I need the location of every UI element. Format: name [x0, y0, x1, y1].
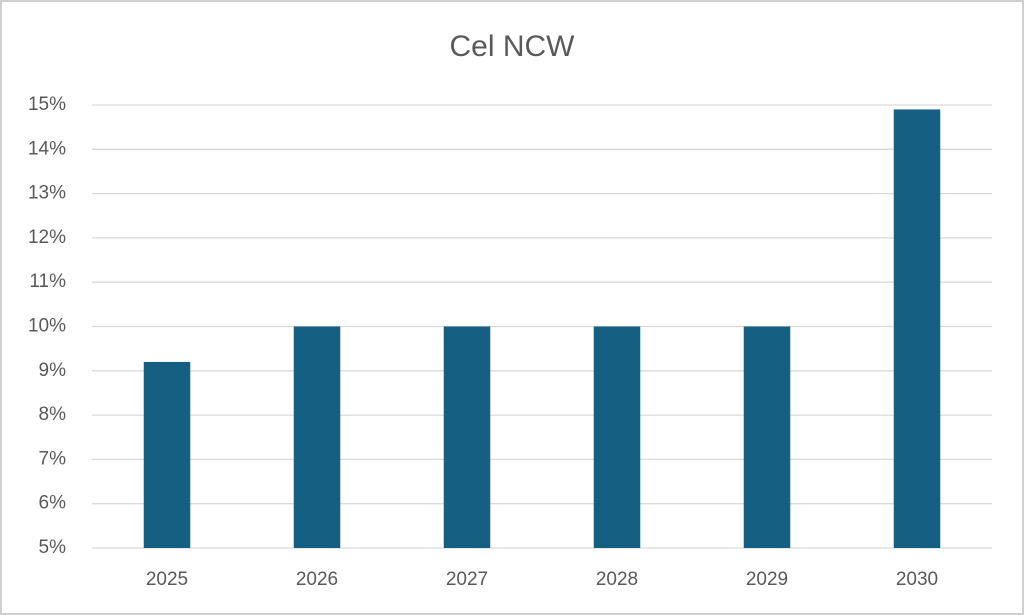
x-tick-label: 2029 — [746, 569, 788, 590]
chart-title: Cel NCW — [450, 30, 576, 63]
x-tick-label: 2026 — [296, 569, 338, 590]
y-tick-label: 8% — [39, 404, 67, 425]
x-tick-label: 2030 — [896, 569, 938, 590]
y-tick-label: 15% — [28, 94, 66, 115]
y-tick-label: 7% — [39, 448, 67, 469]
x-tick-label: 2025 — [146, 569, 188, 590]
y-tick-label: 12% — [28, 227, 66, 248]
y-tick-label: 13% — [28, 183, 66, 204]
y-tick-label: 9% — [39, 360, 67, 381]
bar — [143, 361, 191, 548]
bar — [593, 326, 641, 548]
x-tick-label: 2027 — [446, 569, 488, 590]
bar — [743, 326, 791, 548]
y-tick-label: 14% — [28, 138, 66, 159]
y-tick-label: 6% — [39, 493, 67, 514]
y-tick-label: 5% — [39, 537, 67, 558]
y-tick-label: 10% — [28, 316, 66, 337]
y-tick-label: 11% — [29, 271, 66, 292]
bar — [443, 326, 491, 548]
bar — [893, 109, 941, 549]
bar — [293, 326, 341, 548]
x-tick-label: 2028 — [596, 569, 638, 590]
